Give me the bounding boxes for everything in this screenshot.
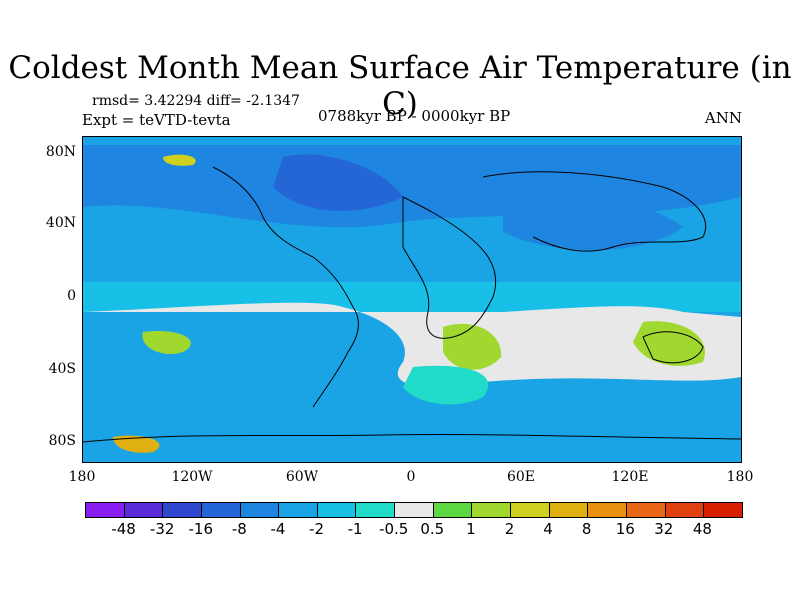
- colorbar-label: -16: [188, 520, 214, 538]
- colorbar-label: 32: [654, 520, 674, 538]
- colorbar-cell: [472, 503, 512, 517]
- colorbar-cell: [665, 503, 705, 517]
- lat-label-40n: 40N: [45, 215, 76, 231]
- colorbar-cell: [626, 503, 666, 517]
- asia-cold: [503, 193, 683, 251]
- lon-label-0: 0: [406, 469, 416, 485]
- season-label: ANN: [704, 109, 742, 127]
- lat-label-80n: 80N: [45, 144, 76, 160]
- colorbar-cell: [356, 503, 396, 517]
- lon-label-120e: 120E: [611, 469, 649, 485]
- colorbar-cell: [511, 503, 550, 517]
- colorbar-cell: [279, 503, 318, 517]
- colorbar-label: -32: [149, 520, 175, 538]
- colorbar-label: -0.5: [379, 520, 409, 538]
- colorbar-cell: [433, 503, 473, 517]
- colorbar-label: 0.5: [420, 520, 445, 538]
- lon-label-60e: 60E: [506, 469, 536, 485]
- lon-label-180e: 180: [726, 469, 754, 485]
- map-svg: [83, 137, 741, 462]
- colorbar-label: 8: [581, 520, 592, 538]
- lon-label-180w: 180: [68, 469, 96, 485]
- colorbar-label: -2: [309, 520, 324, 538]
- colorbar-label: 2: [504, 520, 515, 538]
- arctic-warm: [163, 154, 196, 166]
- colorbar-cell: [240, 503, 280, 517]
- colorbar-cell: [124, 503, 164, 517]
- colorbar-cell: [201, 503, 241, 517]
- colorbar-cell: [163, 503, 202, 517]
- lat-label-0: 0: [67, 288, 76, 304]
- lon-label-120w: 120W: [171, 469, 213, 485]
- lon-label-60w: 60W: [285, 469, 319, 485]
- period-label: 0788kyr BP - 0000kyr BP: [318, 107, 511, 125]
- colorbar-label: -8: [231, 520, 247, 538]
- colorbar: [85, 502, 743, 518]
- colorbar-cell: [86, 503, 125, 517]
- colorbar-label: 16: [615, 520, 635, 538]
- colorbar-cell: [395, 503, 434, 517]
- map-plot: [82, 136, 742, 463]
- lat-label-80s: 80S: [48, 433, 76, 449]
- colorbar-label: 1: [466, 520, 476, 538]
- coastlines: [83, 166, 741, 443]
- near-zero-band: [83, 302, 741, 387]
- chart-title: Coldest Month Mean Surface Air Temperatu…: [8, 50, 792, 122]
- experiment-label: Expt = teVTD-tevta: [82, 111, 231, 129]
- antarctic-field: [83, 427, 741, 462]
- colorbar-label: 4: [543, 520, 553, 538]
- antarctic-warm: [113, 435, 160, 453]
- north-atlantic-cold: [273, 154, 403, 211]
- stats-text: rmsd= 3.42294 diff= -2.1347: [92, 93, 300, 109]
- colorbar-label: -1: [347, 520, 363, 538]
- colorbar-cell: [549, 503, 589, 517]
- colorbar-label: -48: [111, 520, 136, 538]
- pacific-warm: [142, 331, 191, 355]
- colorbar-label: 48: [692, 520, 712, 538]
- colorbar-cell: [317, 503, 357, 517]
- colorbar-cell: [588, 503, 627, 517]
- colorbar-cell: [704, 503, 742, 517]
- south-atlantic-field: [403, 365, 489, 405]
- colorbar-label: -4: [270, 520, 286, 538]
- lat-label-40s: 40S: [48, 361, 76, 377]
